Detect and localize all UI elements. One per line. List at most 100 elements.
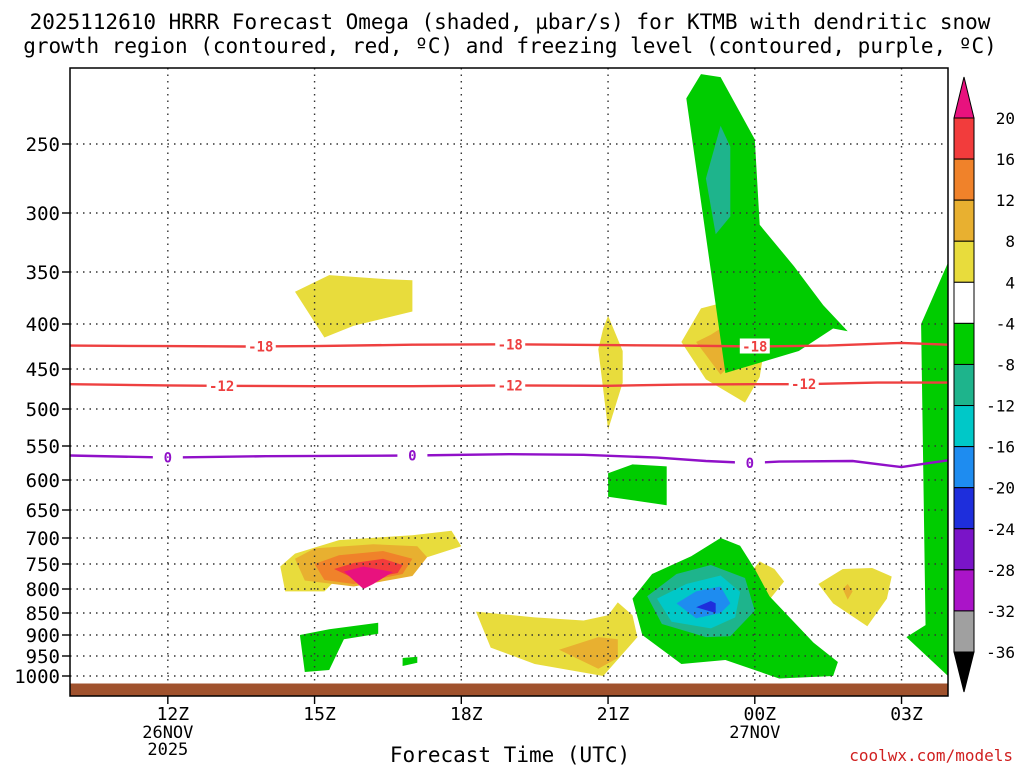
omega-region-8 bbox=[598, 315, 623, 430]
colorbar: 20 16 12 8 4 -4 -8 -12 -16 -20 -24 -28 -32 -36 bbox=[953, 76, 1015, 693]
x-tick-label-03Z: 03Z bbox=[890, 704, 923, 725]
contour-label-bg bbox=[788, 376, 819, 392]
y-tick-label-500: 500 bbox=[26, 399, 60, 421]
colorbar-swatch bbox=[953, 199, 975, 242]
omega-region-20 bbox=[696, 601, 716, 613]
attribution-text: coolwx.com/models bbox=[849, 746, 1013, 765]
colorbar-swatch bbox=[953, 322, 975, 365]
contour-label-bg bbox=[495, 377, 526, 393]
omega-region-15 bbox=[705, 125, 731, 235]
y-tick-label-350: 350 bbox=[26, 262, 60, 284]
colorbar-label--8: -8 bbox=[996, 355, 1015, 374]
y-tick-label-1000: 1000 bbox=[14, 666, 60, 688]
colorbar-swatch bbox=[953, 405, 975, 448]
omega-region-4 bbox=[343, 566, 393, 589]
colorbar-label--20: -20 bbox=[986, 479, 1015, 498]
contour-label-freezing_level-2: 0 bbox=[746, 456, 754, 472]
colorbar-label--36: -36 bbox=[986, 643, 1015, 662]
colorbar-label--4: -4 bbox=[996, 314, 1015, 333]
contour-label-bg bbox=[245, 338, 276, 354]
y-tick-label-700: 700 bbox=[26, 528, 60, 550]
omega-region-19 bbox=[676, 586, 731, 619]
chart-title-line1: 2025112610 HRRR Forecast Omega (shaded, … bbox=[30, 10, 991, 34]
contour-label-bg bbox=[495, 336, 526, 352]
x-tick-label-18Z: 18Z bbox=[450, 704, 483, 725]
colorbar-swatch bbox=[953, 240, 975, 283]
x-tick-date-27NOV: 27NOV bbox=[729, 723, 780, 743]
omega-region-13 bbox=[842, 584, 853, 600]
contour-label-dgz_minus12-0: -12 bbox=[209, 379, 234, 395]
colorbar-bottom-arrow bbox=[953, 651, 975, 693]
contour-dgz_minus18 bbox=[69, 341, 949, 348]
contour-label-bg bbox=[152, 449, 183, 465]
y-tick-label-250: 250 bbox=[26, 134, 60, 156]
x-tick-year: 2025 bbox=[147, 740, 188, 760]
contour-label-dgz_minus18-0: -18 bbox=[248, 339, 273, 355]
omega-region-23 bbox=[402, 656, 418, 666]
contour-label-dgz_minus12-2: -12 bbox=[791, 377, 816, 393]
colorbar-swatch bbox=[953, 281, 975, 324]
colorbar-label-12: 12 bbox=[996, 191, 1015, 210]
y-axis: 2503003504004505005506006507007508008509… bbox=[14, 134, 70, 688]
x-tick-label-21Z: 21Z bbox=[597, 704, 630, 725]
omega-region-7 bbox=[559, 637, 618, 669]
colorbar-swatch bbox=[953, 528, 975, 571]
omega-shading bbox=[280, 74, 948, 679]
contour-label-dgz_minus18-2: -18 bbox=[742, 340, 767, 356]
plot-frame bbox=[69, 67, 949, 697]
colorbar-swatch bbox=[953, 569, 975, 612]
omega-region-24 bbox=[921, 262, 948, 656]
contour-label-bg bbox=[206, 377, 237, 393]
contour-label-bg bbox=[397, 447, 428, 463]
y-tick-label-550: 550 bbox=[26, 436, 60, 458]
chart-title: 2025112610 HRRR Forecast Omega (shaded, … bbox=[23, 10, 997, 58]
y-tick-label-400: 400 bbox=[26, 314, 60, 336]
colorbar-label--28: -28 bbox=[986, 561, 1015, 580]
y-tick-label-650: 650 bbox=[26, 500, 60, 522]
omega-region-12 bbox=[818, 568, 892, 627]
colorbar-label-4: 4 bbox=[1005, 273, 1015, 292]
x-tick-label-15Z: 15Z bbox=[303, 704, 336, 725]
contour-freezing_level bbox=[69, 452, 949, 469]
contour-label-dgz_minus12-1: -12 bbox=[498, 378, 523, 394]
chart-title-line2: growth region (contoured, red, ºC) and f… bbox=[23, 34, 997, 58]
colorbar-label-16: 16 bbox=[996, 150, 1015, 169]
y-tick-label-850: 850 bbox=[26, 603, 60, 625]
y-tick-label-800: 800 bbox=[26, 579, 60, 601]
colorbar-swatch bbox=[953, 446, 975, 489]
y-tick-label-900: 900 bbox=[26, 625, 60, 647]
contour-label-dgz_minus18-1: -18 bbox=[498, 337, 523, 353]
y-tick-label-450: 450 bbox=[26, 359, 60, 381]
colorbar-top-arrow bbox=[953, 76, 975, 119]
colorbar-swatch bbox=[953, 487, 975, 530]
grid bbox=[70, 68, 948, 696]
x-tick-label-12Z: 12Z bbox=[157, 704, 190, 725]
omega-region-26 bbox=[906, 598, 948, 676]
colorbar-label--24: -24 bbox=[986, 520, 1015, 539]
colorbar-label-20: 20 bbox=[996, 109, 1015, 128]
colorbar-label-8: 8 bbox=[1005, 232, 1015, 251]
colorbar-label--16: -16 bbox=[986, 438, 1015, 457]
omega-region-5 bbox=[295, 275, 413, 338]
colorbar-swatch bbox=[953, 158, 975, 201]
x-tick-label-00Z: 00Z bbox=[744, 704, 777, 725]
colorbar-swatch bbox=[953, 117, 975, 160]
x-axis-label: Forecast Time (UTC) bbox=[390, 743, 630, 767]
colorbar-swatch bbox=[953, 363, 975, 407]
colorbar-label--12: -12 bbox=[986, 397, 1015, 416]
ground bbox=[70, 683, 948, 696]
y-tick-label-950: 950 bbox=[26, 646, 60, 668]
contour-label-freezing_level-0: 0 bbox=[164, 451, 172, 467]
ground-bar bbox=[70, 683, 948, 696]
contour-label-freezing_level-1: 0 bbox=[408, 449, 416, 465]
colorbar-label--32: -32 bbox=[986, 602, 1015, 621]
y-tick-label-300: 300 bbox=[26, 203, 60, 225]
y-tick-label-750: 750 bbox=[26, 554, 60, 576]
omega-region-21 bbox=[608, 464, 667, 506]
contour-label-bg bbox=[739, 338, 770, 354]
colorbar-swatch bbox=[953, 610, 975, 653]
y-tick-label-600: 600 bbox=[26, 470, 60, 492]
omega-region-22 bbox=[299, 622, 379, 672]
